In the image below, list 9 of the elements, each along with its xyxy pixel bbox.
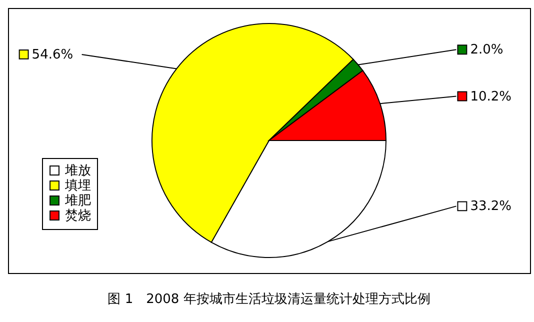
legend-label: 焚烧 [65,208,91,224]
data-label: 2.0% [470,42,504,58]
legend-label: 堆放 [64,164,91,178]
data-label: 54.6% [32,47,74,62]
text: 图 1 2008 年按城市生活垃圾清运量统计处理方式比例 [108,291,430,307]
data-label: 33.2% [470,199,512,214]
legend-label: 填埋 [64,178,91,194]
legend-label: 堆肥 [64,194,91,208]
data-label: 10.2% [470,89,512,104]
